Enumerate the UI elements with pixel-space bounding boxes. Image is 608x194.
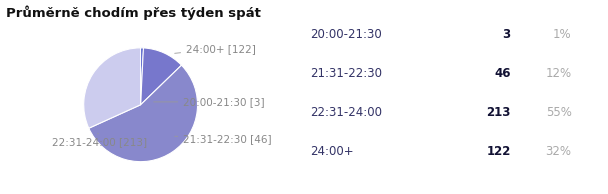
Text: 24:00+: 24:00+ [310,145,354,158]
Text: 20:00-21:30 [3]: 20:00-21:30 [3] [154,97,265,107]
Text: 32%: 32% [545,145,572,158]
Text: 46: 46 [494,67,511,80]
Text: Průměrně chodím přes týden spát: Průměrně chodím přes týden spát [6,6,261,20]
Text: 21:31-22:30 [46]: 21:31-22:30 [46] [174,134,272,144]
Wedge shape [140,48,182,105]
Text: 24:00+ [122]: 24:00+ [122] [174,44,256,54]
Text: 122: 122 [486,145,511,158]
Text: 21:31-22:30: 21:31-22:30 [310,67,382,80]
Text: 12%: 12% [545,67,572,80]
Text: 20:00-21:30: 20:00-21:30 [310,28,382,42]
Text: 55%: 55% [545,106,572,119]
Wedge shape [89,65,198,162]
Text: 3: 3 [503,28,511,42]
Text: 1%: 1% [553,28,572,42]
Text: 22:31-24:00: 22:31-24:00 [310,106,382,119]
Text: 22:31-24:00 [213]: 22:31-24:00 [213] [52,133,148,147]
Text: 213: 213 [486,106,511,119]
Wedge shape [140,48,143,105]
Wedge shape [84,48,140,128]
